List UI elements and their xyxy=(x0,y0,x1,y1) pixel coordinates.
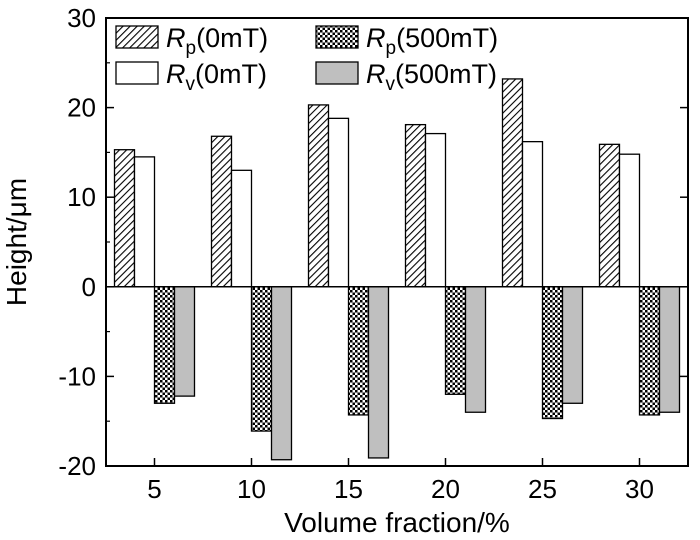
y-axis-label: Height/μm xyxy=(1,178,32,306)
bar-Rp(0mT)-20 xyxy=(404,123,427,288)
bar-Rv(500mT)-25 xyxy=(561,286,584,404)
x-tick-label: 20 xyxy=(431,474,460,504)
bar-Rv(500mT)-5 xyxy=(173,286,196,397)
legend-swatch xyxy=(315,25,359,49)
y-tick-label: -10 xyxy=(58,361,96,391)
legend-label: Rp(0mT) xyxy=(166,23,268,59)
bar-Rp(500mT)-15 xyxy=(347,286,370,416)
bar-Rv(0mT)-30 xyxy=(618,153,641,288)
x-axis-label: Volume fraction/% xyxy=(284,507,510,538)
x-tick-label: 30 xyxy=(625,474,654,504)
bar-Rv(0mT)-25 xyxy=(521,140,544,288)
legend-swatch xyxy=(115,25,159,49)
legend: Rp(0mT)Rv(0mT) Rp(500mT)Rv(500mT) xyxy=(115,23,498,95)
bar-Rp(500mT)-30 xyxy=(638,286,661,416)
bar-Rp(500mT)-10 xyxy=(250,286,273,432)
legend-label: Rp(500mT) xyxy=(366,23,498,59)
bar-Rp(500mT)-20 xyxy=(444,286,467,395)
bar-Rv(0mT)-15 xyxy=(327,117,350,288)
x-tick-label: 25 xyxy=(528,474,557,504)
y-tick-label: 0 xyxy=(82,272,96,302)
x-tick-label: 15 xyxy=(334,474,363,504)
bar-Rv(500mT)-20 xyxy=(464,286,487,413)
axes: -20 -10 0 10 20 30 5 10 15 20 25 30 xyxy=(58,3,689,504)
bar-Rv(0mT)-10 xyxy=(230,169,253,288)
bar-Rp(500mT)-25 xyxy=(541,286,564,420)
y-tick-label: -20 xyxy=(58,451,96,481)
x-tick-label: 5 xyxy=(147,474,161,504)
plot-area xyxy=(113,78,681,461)
bar-Rp(500mT)-5 xyxy=(153,286,176,404)
bar-Rp(0mT)-10 xyxy=(210,135,233,288)
x-tick-label: 10 xyxy=(237,474,266,504)
bar-Rv(0mT)-20 xyxy=(424,132,447,288)
bar-Rv(500mT)-15 xyxy=(367,286,390,459)
legend-swatch xyxy=(115,61,159,85)
y-tick-label: 30 xyxy=(67,3,96,33)
y-tick-label: 10 xyxy=(67,182,96,212)
bar-Rp(0mT)-30 xyxy=(598,143,621,288)
bar-Rv(500mT)-10 xyxy=(270,286,293,461)
legend-label: Rv(0mT) xyxy=(166,59,267,95)
bar-Rp(0mT)-25 xyxy=(501,78,524,288)
legend-label: Rv(500mT) xyxy=(366,59,497,95)
bar-Rv(0mT)-5 xyxy=(133,156,156,288)
legend-swatch xyxy=(315,61,359,85)
bar-Rp(0mT)-15 xyxy=(307,104,330,288)
bar-Rp(0mT)-5 xyxy=(113,149,136,288)
y-tick-label: 20 xyxy=(67,93,96,123)
bar-Rv(500mT)-30 xyxy=(658,286,681,413)
